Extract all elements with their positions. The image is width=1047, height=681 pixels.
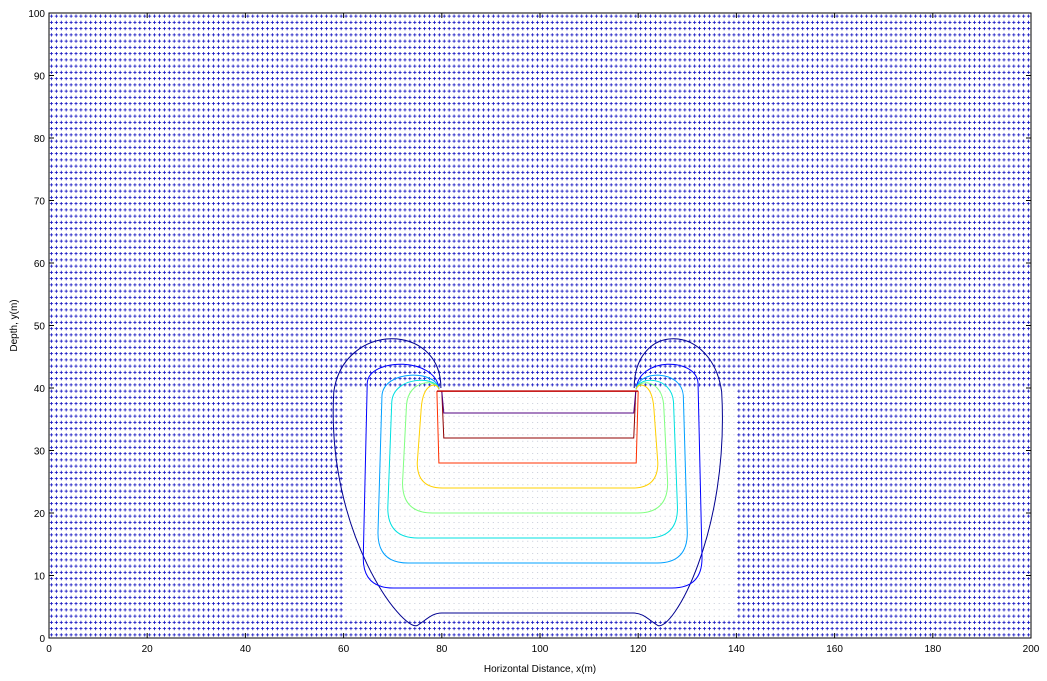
- vector-field: [49, 14, 1031, 637]
- y-axis-ticks: 0 10 20 30 40 50 60 70 80 90 100: [28, 9, 1031, 645]
- x-tick-label: 0: [46, 644, 52, 655]
- contour-lines: [332, 338, 723, 627]
- contour-line: [416, 384, 659, 489]
- x-tick-label: 180: [924, 644, 941, 655]
- y-tick-label: 30: [34, 447, 46, 458]
- contour-line: [332, 338, 723, 627]
- vector-field-markers: [49, 14, 1031, 637]
- contour-line: [441, 391, 637, 414]
- y-tick-label: 50: [34, 322, 46, 333]
- x-axis-title: Horizontal Distance, x(m): [484, 664, 596, 675]
- x-tick-label: 100: [532, 644, 549, 655]
- x-tick-label: 140: [728, 644, 745, 655]
- y-tick-label: 40: [34, 384, 46, 395]
- x-axis-ticks: 0 20 40 60 80 100 120 140 160 180 200: [46, 13, 1040, 655]
- x-tick-label: 20: [142, 644, 154, 655]
- x-tick-label: 120: [630, 644, 647, 655]
- x-tick-label: 60: [338, 644, 350, 655]
- y-tick-label: 60: [34, 259, 46, 270]
- vector-field-weak-markers: [345, 390, 735, 617]
- contour-line: [402, 382, 669, 514]
- y-tick-label: 10: [34, 572, 46, 583]
- contour-line: [362, 363, 703, 589]
- x-tick-label: 200: [1023, 644, 1040, 655]
- y-tick-label: 80: [34, 134, 46, 145]
- x-tick-label: 40: [240, 644, 252, 655]
- x-tick-label: 80: [436, 644, 448, 655]
- contour-line: [387, 379, 678, 539]
- y-tick-label: 0: [39, 634, 45, 645]
- y-tick-label: 90: [34, 72, 46, 83]
- y-axis-title: Depth, y(m): [9, 299, 20, 351]
- contour-line: [441, 391, 637, 439]
- contour-line: [436, 391, 639, 464]
- y-tick-label: 20: [34, 509, 46, 520]
- x-tick-label: 160: [826, 644, 843, 655]
- y-tick-label: 100: [28, 9, 45, 20]
- y-tick-label: 70: [34, 197, 46, 208]
- plot-area-frame: [48, 12, 1032, 639]
- contour-line: [377, 374, 688, 564]
